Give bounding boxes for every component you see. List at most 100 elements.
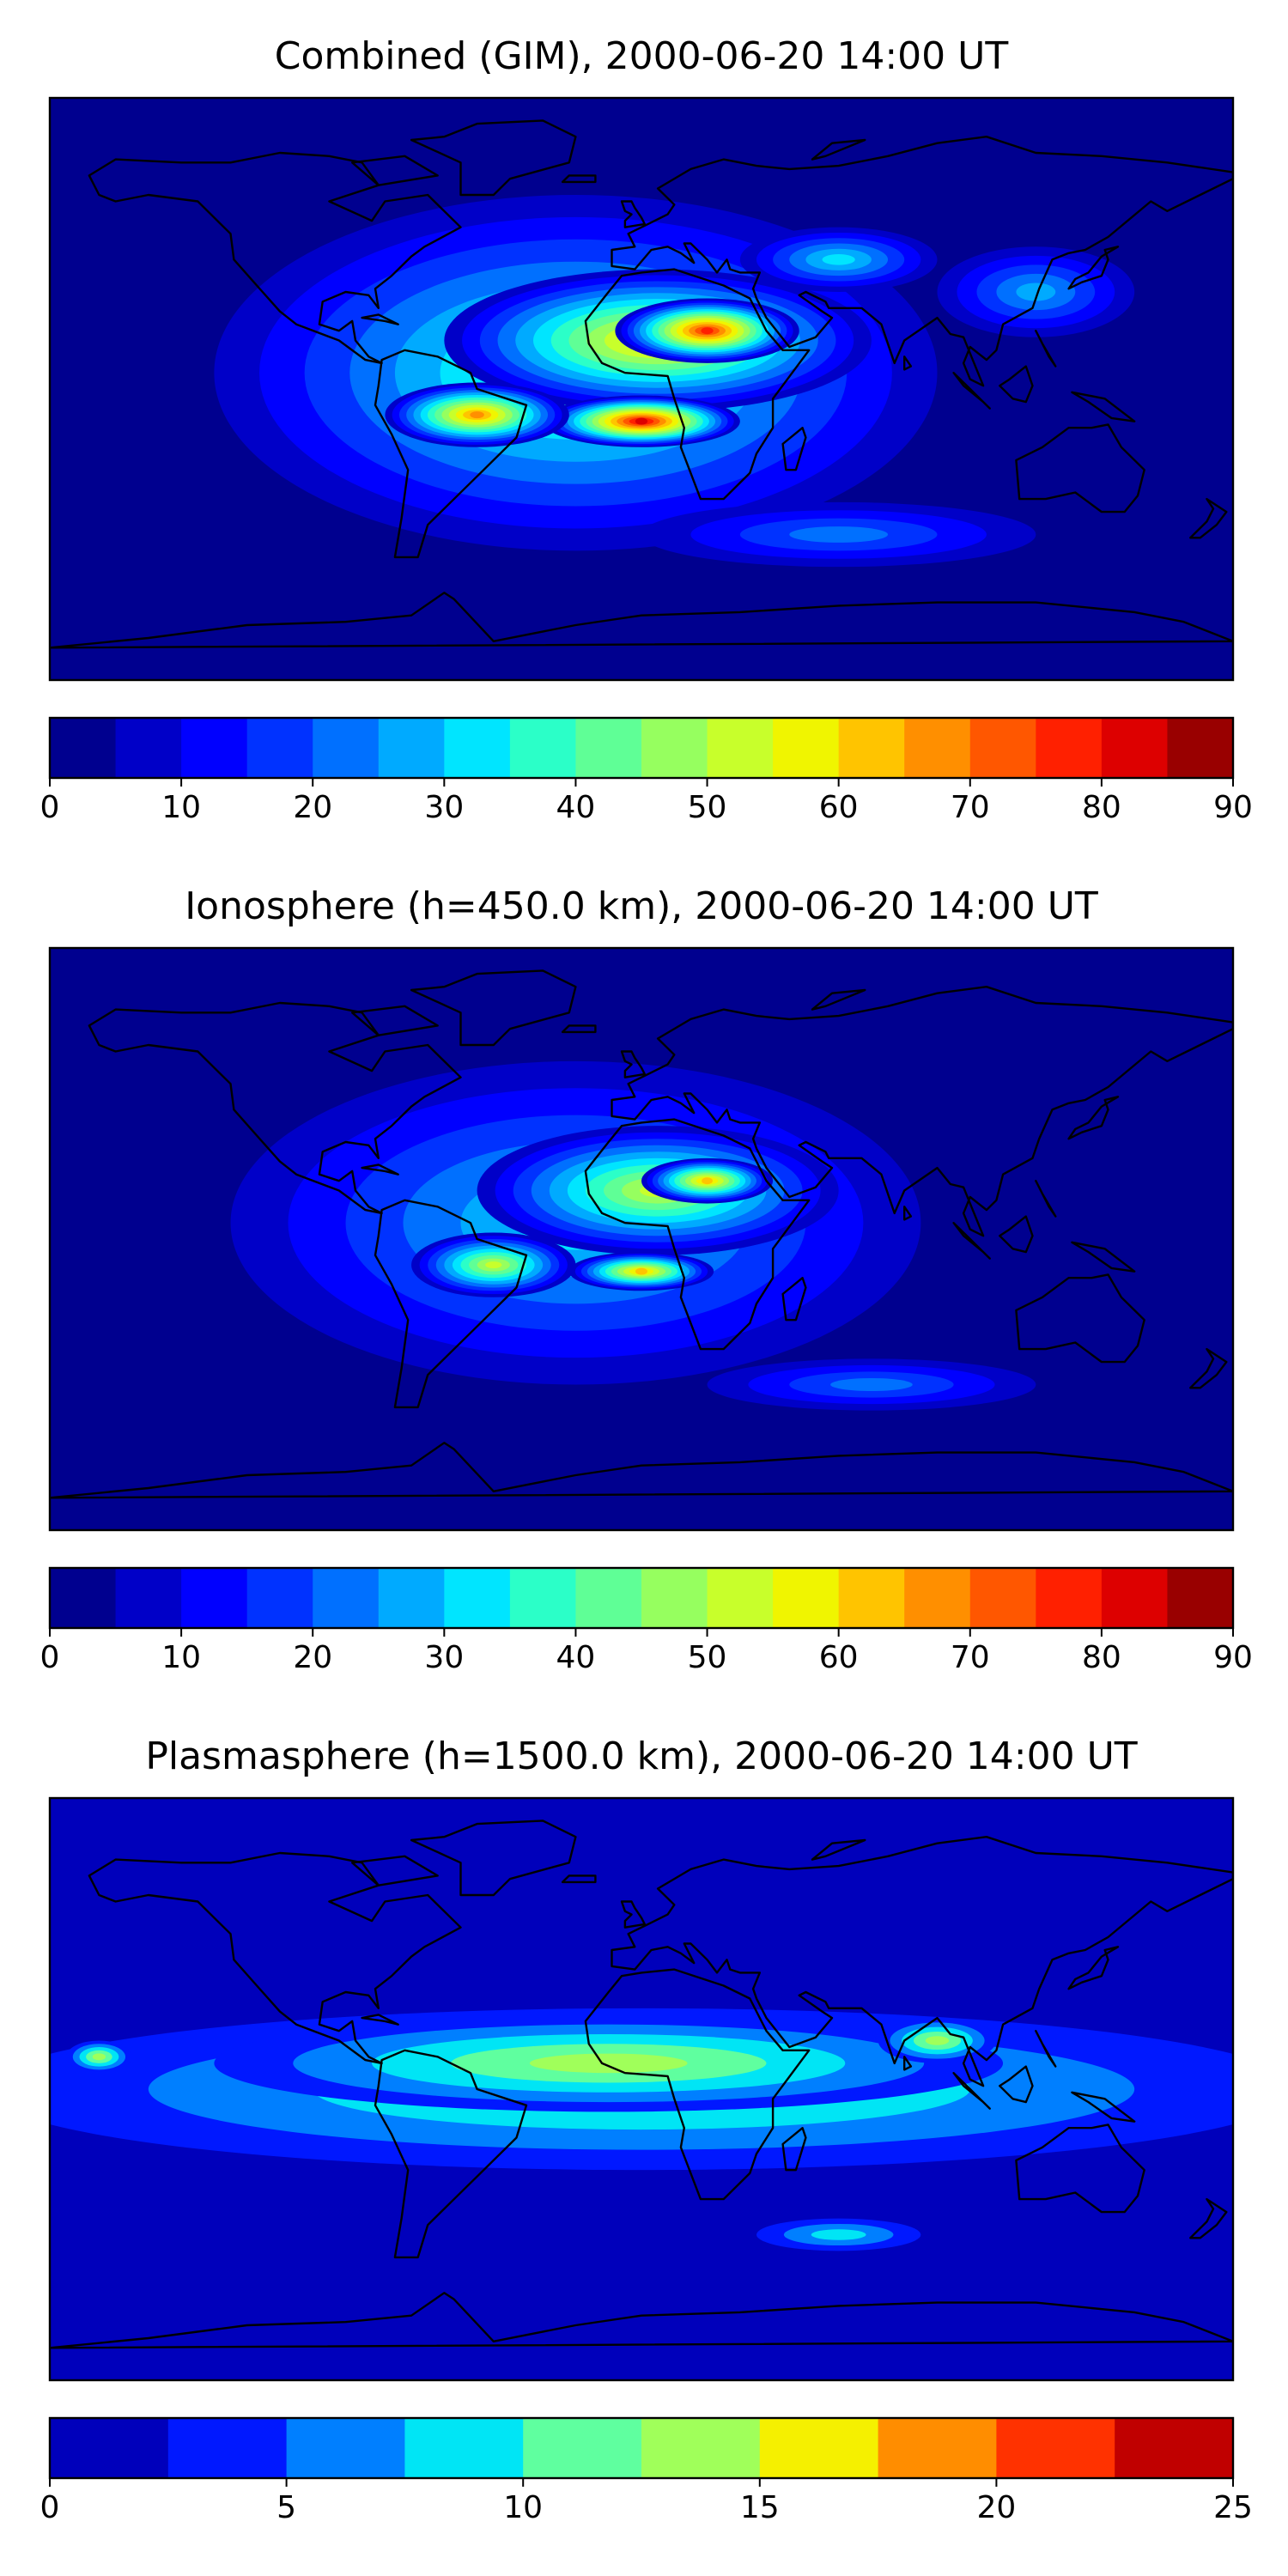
contour-band xyxy=(925,2036,950,2045)
colorbar-tick-label: 15 xyxy=(740,2490,780,2525)
colorbar-segment xyxy=(1167,718,1234,778)
colorbar-segment xyxy=(904,1568,971,1628)
coastline-australia xyxy=(1015,2123,1145,2214)
colorbar-segment xyxy=(115,718,182,778)
coastline-iceland xyxy=(561,174,597,184)
colorbar-tick-label: 0 xyxy=(40,2490,60,2525)
contour-band xyxy=(789,526,889,543)
colorbar-tick-label: 20 xyxy=(976,2490,1016,2525)
coastline-sumatra xyxy=(952,372,991,410)
colorbar-tick-label: 20 xyxy=(293,1640,332,1675)
colorbar-segment xyxy=(1036,718,1103,778)
colorbar-segment xyxy=(904,718,971,778)
colorbar-segment xyxy=(1101,1568,1169,1628)
coastline-novaya-zemlya xyxy=(811,138,866,161)
coastline-south-america xyxy=(374,2049,528,2259)
colorbar-segment xyxy=(773,718,840,778)
coastline-new-zealand xyxy=(1188,497,1228,539)
colorbar-frame xyxy=(48,716,1235,780)
coastline-cuba xyxy=(361,1163,399,1176)
coastline-antarctica xyxy=(50,1442,1233,1499)
colorbar-segment xyxy=(444,1568,511,1628)
contour-band xyxy=(702,1177,713,1185)
contour-band xyxy=(635,1267,648,1275)
colorbar-segment xyxy=(378,1568,445,1628)
colorbar-tick-label: 40 xyxy=(556,1640,596,1675)
map-panel: Ionosphere (h=450.0 km), 2000-06-20 14:0… xyxy=(40,884,1253,1675)
coastline-novaya-zemlya xyxy=(811,988,866,1011)
colorbar-tick-label: 80 xyxy=(1082,790,1121,825)
contour-band xyxy=(822,254,855,265)
contour-band xyxy=(811,2229,866,2240)
contour-field xyxy=(50,98,1233,680)
coastline-iceland xyxy=(561,1024,597,1034)
coastline-eurasia xyxy=(611,135,1233,387)
contour-band xyxy=(485,1261,502,1269)
chart-title: Plasmasphere (h=1500.0 km), 2000-06-20 1… xyxy=(145,1735,1137,1778)
coastline-north-america xyxy=(88,1851,462,2065)
colorbar-tick-label: 30 xyxy=(424,790,464,825)
colorbar-tick-label: 10 xyxy=(161,790,201,825)
colorbar-segment xyxy=(1115,2418,1234,2478)
colorbar: 0 10 20 30 40 50 60 70 80 90 xyxy=(40,716,1253,825)
coastline-japan xyxy=(1067,1096,1120,1140)
colorbar-segment xyxy=(181,1568,248,1628)
colorbar-segment xyxy=(707,718,774,778)
coastline-new-guinea xyxy=(1071,1241,1136,1273)
colorbar-tick-label: 20 xyxy=(293,790,332,825)
colorbar-segment xyxy=(969,1568,1036,1628)
colorbar-tick-label: 60 xyxy=(819,1640,859,1675)
coastline-north-america xyxy=(88,151,462,365)
contour-band xyxy=(470,411,484,419)
colorbar-tick-label: 10 xyxy=(161,1640,201,1675)
coastline-south-america xyxy=(374,1199,528,1409)
coastline-new-guinea xyxy=(1071,391,1136,422)
map-frame xyxy=(48,96,1235,682)
colorbar-frame xyxy=(48,2416,1235,2480)
colorbar-segment xyxy=(1101,718,1169,778)
coastline-uk xyxy=(620,1900,646,1929)
colorbar-segment xyxy=(181,718,248,778)
coastline-borneo xyxy=(998,365,1034,404)
colorbar-tick-label: 90 xyxy=(1213,1640,1253,1675)
colorbar-tick-label: 50 xyxy=(688,790,727,825)
coastline-iceland xyxy=(561,1874,597,1884)
coastline-philippines xyxy=(1035,2029,1057,2068)
coastline-antarctica xyxy=(50,592,1233,649)
colorbar-segment xyxy=(523,2418,642,2478)
coastline-greenland xyxy=(410,119,577,197)
colorbar-tick-label: 0 xyxy=(40,1640,60,1675)
coastline-antarctica xyxy=(50,2292,1233,2349)
colorbar-segment xyxy=(246,718,313,778)
coastline-sri-lanka xyxy=(902,355,913,371)
coastline-eurasia xyxy=(611,1835,1233,2087)
coastlines xyxy=(50,1820,1233,2349)
colorbar-tick-label: 90 xyxy=(1213,790,1253,825)
coastline-borneo xyxy=(998,1215,1034,1254)
colorbar-segment xyxy=(641,2418,761,2478)
coastlines xyxy=(50,119,1233,649)
colorbar-frame xyxy=(48,1566,1235,1630)
colorbar-tick-label: 30 xyxy=(424,1640,464,1675)
colorbar-segment xyxy=(167,2418,288,2478)
coastline-philippines xyxy=(1035,330,1057,368)
colorbar-segment xyxy=(404,2418,524,2478)
colorbar-segment xyxy=(378,718,445,778)
coastline-philippines xyxy=(1035,1179,1057,1218)
map-frame xyxy=(48,946,1235,1532)
contour-band xyxy=(701,327,714,335)
colorbar-segment xyxy=(707,1568,774,1628)
colorbar-segment xyxy=(115,1568,182,1628)
coastline-baffin xyxy=(351,1855,439,1886)
colorbar-segment xyxy=(50,2418,169,2478)
colorbar-segment xyxy=(50,1568,117,1628)
colorbar: 0 5 10 15 20 25 xyxy=(40,2416,1253,2525)
colorbar-tick-label: 10 xyxy=(503,2490,543,2525)
coastline-new-zealand xyxy=(1188,1347,1228,1389)
colorbar-tick-label: 25 xyxy=(1213,2490,1253,2525)
coastline-australia xyxy=(1015,423,1145,513)
colorbar-segment xyxy=(286,2418,405,2478)
coastline-baffin xyxy=(351,155,439,186)
chart-title: Combined (GIM), 2000-06-20 14:00 UT xyxy=(275,34,1009,78)
